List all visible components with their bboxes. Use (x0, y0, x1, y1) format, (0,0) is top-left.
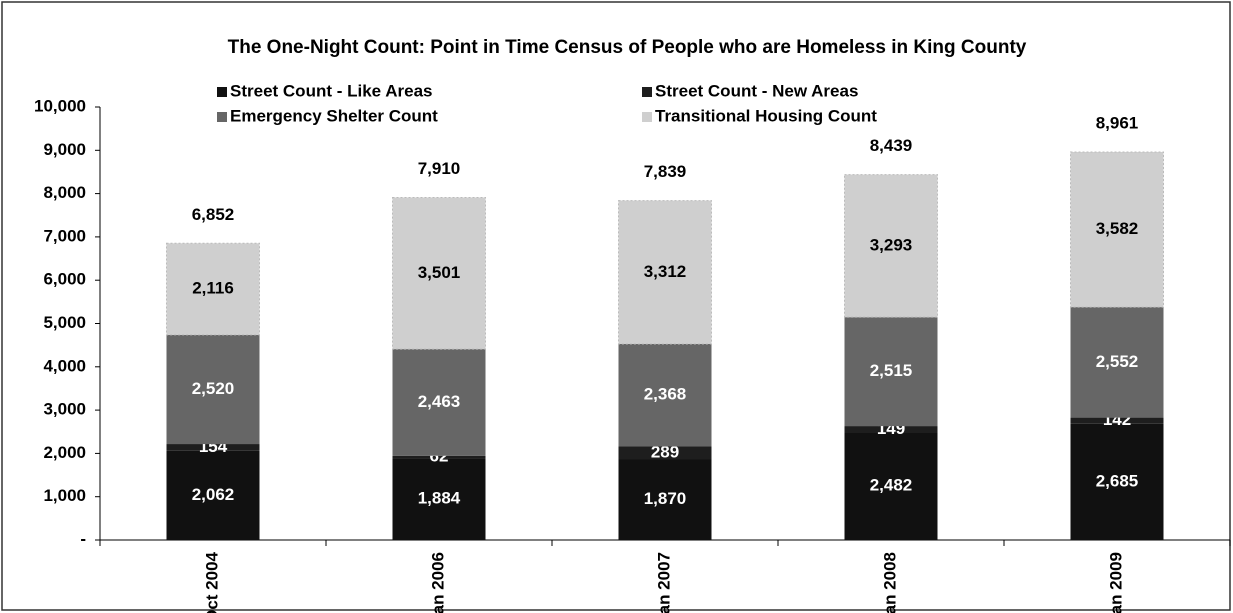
bar-segment (618, 200, 712, 345)
chart-title: The One-Night Count: Point in Time Censu… (228, 37, 1027, 58)
bar-segment (618, 343, 712, 447)
x-tick-label: Jan 2009 (1106, 552, 1125, 613)
legend-swatch (642, 112, 652, 122)
x-tick-label: Jan 2007 (654, 552, 673, 613)
y-tick-label: 7,000 (43, 226, 86, 245)
value-label: 1,870 (644, 489, 687, 508)
bar-segment (844, 174, 938, 318)
value-label: 2,463 (418, 392, 461, 411)
x-tick-label: Oct 2004 (202, 551, 221, 613)
value-label: 2,520 (192, 379, 235, 398)
bar-segment (392, 458, 486, 540)
bar-segment (844, 317, 938, 427)
legend-label: Transitional Housing Count (655, 106, 877, 125)
legend-swatch (217, 112, 227, 122)
y-tick-label: 3,000 (43, 400, 86, 419)
value-label: 1,884 (418, 489, 461, 508)
total-label: 8,961 (1096, 113, 1139, 132)
y-tick-label: 1,000 (43, 486, 86, 505)
total-label: 7,910 (418, 159, 461, 178)
legend-label: Street Count - New Areas (655, 81, 858, 100)
bar-segment (1070, 423, 1164, 540)
value-label: 2,685 (1096, 471, 1139, 490)
bar-segment (166, 242, 260, 336)
bar-segment (166, 444, 260, 451)
bar-segment (166, 334, 260, 445)
value-label: 2,368 (644, 385, 687, 404)
legend-swatch (217, 87, 227, 97)
y-tick-label: 2,000 (43, 443, 86, 462)
value-label: 3,582 (1096, 219, 1139, 238)
bar-segment (1070, 307, 1164, 418)
legend-label: Emergency Shelter Count (230, 106, 438, 125)
value-label: 2,116 (192, 279, 234, 298)
value-label: 2,062 (192, 485, 235, 504)
bar-segment (844, 432, 938, 540)
x-tick-label: Jan 2008 (880, 552, 899, 613)
y-tick-label: 10,000 (34, 96, 86, 115)
bar-segment (1070, 417, 1164, 424)
bar-segment (844, 426, 938, 433)
y-tick-label: 9,000 (43, 140, 86, 159)
bar-segment (392, 349, 486, 456)
bar-segment (166, 450, 260, 540)
value-label: 289 (651, 442, 679, 461)
bar-segment (392, 455, 486, 459)
value-label: 3,312 (644, 262, 687, 281)
y-tick-label: 6,000 (43, 270, 86, 289)
value-label: 2,482 (870, 476, 913, 495)
value-label: 3,501 (418, 263, 461, 282)
value-label: 2,552 (1096, 352, 1139, 371)
total-label: 7,839 (644, 162, 687, 181)
bar-segment (392, 196, 486, 350)
total-label: 6,852 (192, 205, 235, 224)
bar-segment (618, 446, 712, 460)
y-tick-label: 8,000 (43, 183, 86, 202)
bar-segment (1070, 151, 1164, 308)
bar-segment (618, 459, 712, 540)
total-label: 8,439 (870, 136, 913, 155)
value-label: 3,293 (870, 235, 913, 254)
y-tick-label: - (80, 529, 86, 548)
x-tick-label: Jan 2006 (428, 552, 447, 613)
y-tick-label: 5,000 (43, 313, 86, 332)
y-tick-label: 4,000 (43, 356, 86, 375)
value-label: 2,515 (870, 361, 913, 380)
legend-swatch (642, 87, 652, 97)
legend-label: Street Count - Like Areas (230, 81, 432, 100)
